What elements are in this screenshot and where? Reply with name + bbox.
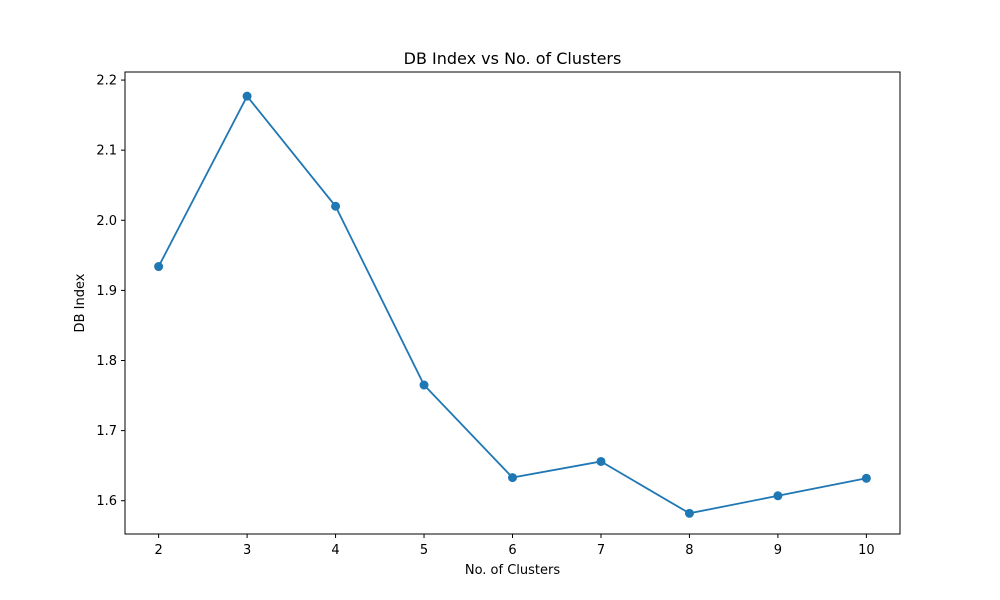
data-point — [508, 473, 517, 483]
y-axis-label: DB Index — [73, 273, 88, 332]
data-point — [684, 508, 694, 518]
data-point — [419, 380, 429, 390]
x-tick-label: 5 — [420, 543, 428, 558]
y-tick-label: 1.8 — [96, 354, 117, 369]
data-point — [154, 262, 164, 272]
y-tick-label: 2.2 — [96, 74, 117, 89]
x-axis-label: No. of Clusters — [465, 563, 561, 578]
x-tick-label: 8 — [685, 543, 693, 558]
y-tick-label: 1.6 — [96, 494, 117, 509]
x-tick-label: 7 — [597, 543, 605, 558]
data-point — [242, 91, 252, 101]
data-point — [861, 473, 871, 483]
y-tick-label: 1.7 — [96, 424, 117, 439]
series-markers — [154, 91, 871, 518]
x-tick-label: 4 — [331, 543, 339, 558]
y-axis-ticks: 1.6 1.7 1.8 1.9 2.0 2.1 2.2 — [96, 74, 125, 509]
data-point — [596, 456, 606, 466]
x-tick-label: 9 — [774, 543, 782, 558]
x-tick-label: 3 — [243, 543, 251, 558]
x-tick-label: 10 — [858, 543, 875, 558]
y-tick-label: 1.9 — [96, 284, 117, 299]
x-tick-label: 2 — [154, 543, 162, 558]
data-point — [331, 201, 341, 211]
plot-area: 2 3 4 5 6 7 8 9 10 1.6 1.7 1.8 1.9 2.0 2.1 2.2 — [96, 71, 901, 558]
y-tick-label: 2.1 — [96, 144, 117, 159]
x-tick-label: 6 — [508, 543, 516, 558]
data-point — [773, 491, 783, 501]
y-tick-label: 2.0 — [96, 214, 117, 229]
chart-title: DB Index vs No. of Clusters — [404, 49, 622, 68]
x-axis-ticks: 2 3 4 5 6 7 8 9 10 — [154, 534, 875, 558]
